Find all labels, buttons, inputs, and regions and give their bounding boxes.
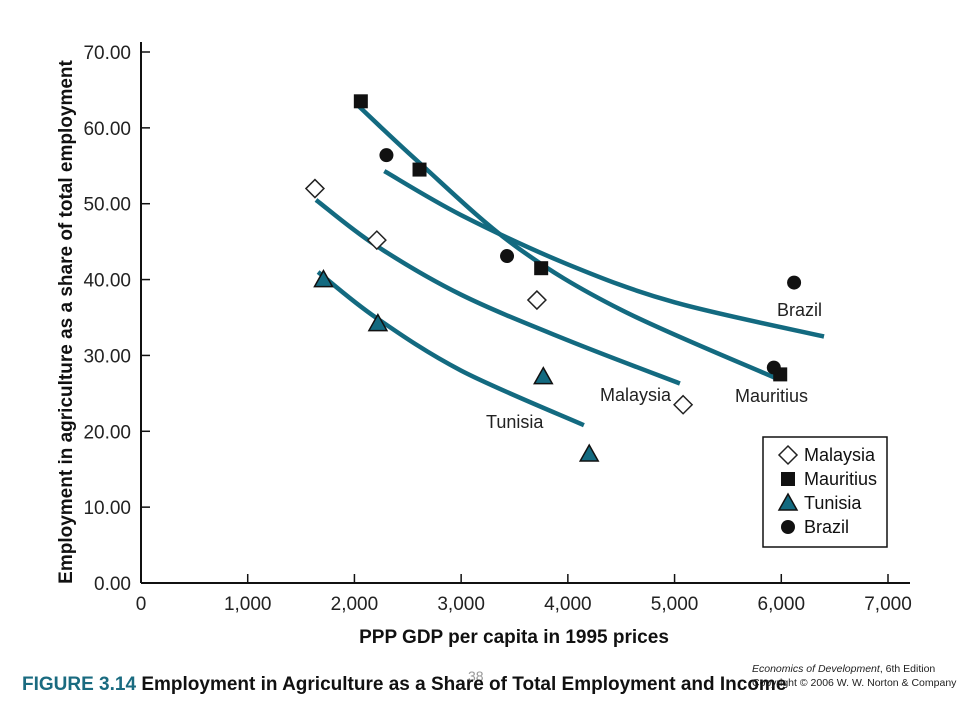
- curve-label-tunisia: Tunisia: [486, 412, 544, 432]
- y-tick-label: 60.00: [83, 119, 131, 140]
- mauritius-data-point: [353, 94, 368, 109]
- y-tick-label: 40.00: [83, 271, 131, 292]
- mauritius-data-point: [534, 261, 549, 276]
- x-tick-label: 2,000: [331, 594, 379, 615]
- malaysia-data-point: [526, 289, 547, 311]
- brazil-data-point: [766, 360, 781, 375]
- x-tick-label: 7,000: [864, 594, 912, 615]
- trend-line-mauritius: [356, 103, 777, 381]
- legend-label-brazil: Brazil: [804, 517, 849, 537]
- tunisia-data-point: [533, 366, 554, 385]
- legend-marker-malaysia: [777, 444, 799, 466]
- x-tick-label: 6,000: [758, 594, 806, 615]
- legend-marker-mauritius: [781, 472, 795, 486]
- mauritius-data-point: [412, 162, 427, 177]
- y-tick-label: 0.00: [94, 574, 131, 595]
- malaysia-data-point: [366, 230, 387, 251]
- x-tick-label: 0: [136, 594, 147, 615]
- legend-label-mauritius: Mauritius: [804, 469, 877, 489]
- legend: Malaysia Mauritius Tunisia Brazil: [762, 436, 888, 548]
- y-tick-label: 50.00: [83, 195, 131, 216]
- y-tick-label: 10.00: [83, 498, 131, 519]
- book-title: Economics of Development: [752, 663, 880, 675]
- x-tick-label: 5,000: [651, 594, 699, 615]
- curve-label-brazil: Brazil: [777, 300, 822, 320]
- data-points: [304, 94, 802, 462]
- legend-marker-tunisia: [777, 492, 799, 511]
- x-tick-label: 1,000: [224, 594, 272, 615]
- brazil-data-point: [379, 148, 394, 163]
- trend-curves: [314, 103, 825, 428]
- trend-line-tunisia: [316, 270, 585, 428]
- tunisia-data-point: [313, 269, 334, 288]
- figure-title: Employment in Agriculture as a Share of …: [141, 674, 787, 695]
- brazil-data-point: [787, 275, 802, 290]
- tunisia-data-point: [367, 313, 389, 332]
- book-edition: , 6th Edition: [879, 663, 936, 675]
- curve-label-malaysia: Malaysia: [600, 385, 672, 405]
- y-axis-title: Employment in agriculture as a share of …: [56, 59, 77, 583]
- y-tick-label: 70.00: [83, 43, 131, 64]
- trend-line-brazil: [383, 169, 825, 339]
- copyright-notice: Copyright © 2006 W. W. Norton & Company: [752, 677, 957, 689]
- curve-label-mauritius: Mauritius: [735, 386, 808, 406]
- axes: 0 1,000 2,000 3,000 4,000 5,000 6,000 7,000 0.00…: [56, 42, 912, 648]
- x-axis-title: PPP GDP per capita in 1995 prices: [359, 627, 669, 648]
- figure-number: FIGURE 3.14: [22, 674, 137, 695]
- legend-marker-brazil: [781, 520, 795, 534]
- curve-labels: Malaysia Mauritius Tunisia Brazil: [486, 300, 822, 432]
- y-tick-label: 20.00: [83, 422, 131, 443]
- x-tick-label: 3,000: [437, 594, 485, 615]
- malaysia-data-point: [304, 178, 326, 199]
- trend-line-malaysia: [314, 198, 681, 386]
- brazil-data-point: [500, 249, 515, 264]
- legend-label-malaysia: Malaysia: [804, 445, 876, 465]
- publication-info: Economics of Development, 6th Edition Co…: [752, 662, 956, 690]
- malaysia-data-point: [673, 394, 694, 415]
- y-tick-label: 30.00: [83, 346, 131, 367]
- x-tick-label: 4,000: [544, 594, 592, 615]
- page-number: 38: [468, 668, 484, 684]
- tunisia-data-point: [578, 443, 600, 462]
- figure-caption: FIGURE 3.14 Employment in Agriculture as…: [22, 674, 786, 696]
- legend-label-tunisia: Tunisia: [804, 493, 862, 513]
